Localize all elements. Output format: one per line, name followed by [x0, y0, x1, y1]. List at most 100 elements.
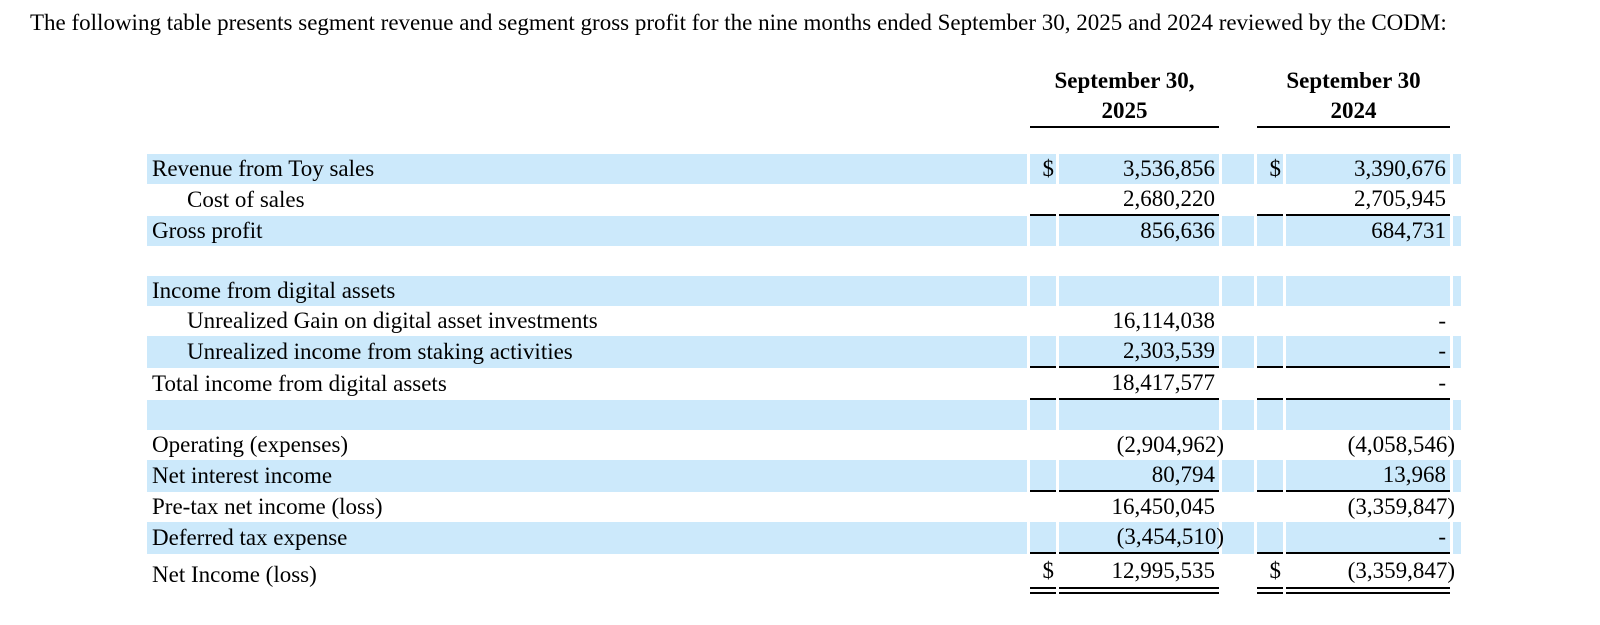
- table-row: Unrealized income from staking activitie…: [147, 336, 1461, 368]
- row-label: Income from digital assets: [147, 276, 1027, 306]
- currency-cell-2024: [1257, 336, 1283, 368]
- column-header-2025-line2: 2025: [1030, 96, 1219, 128]
- row-tail-cell: [1453, 184, 1461, 216]
- column-header-2024-line1: September 30: [1286, 68, 1421, 93]
- table-row: Operating (expenses) (2,904,962) (4,058,…: [147, 430, 1461, 460]
- table-row: [147, 400, 1461, 430]
- table-row: Gross profit 856,636 684,731: [147, 216, 1461, 246]
- intro-text: The following table presents segment rev…: [30, 10, 1447, 35]
- currency-cell-2024: [1257, 368, 1283, 400]
- header-spacer-row: [147, 128, 1461, 154]
- header-tail: [1453, 96, 1461, 128]
- row-tail-cell: [1453, 400, 1461, 430]
- value-cell-2024: 13,968: [1286, 460, 1450, 492]
- header-row-line1: September 30, September 30: [147, 66, 1461, 96]
- row-label: Net Income (loss): [152, 561, 317, 587]
- row-label: [147, 400, 1027, 430]
- column-gap-cell: [1222, 276, 1254, 306]
- currency-cell-2025: [1030, 492, 1056, 522]
- column-gap-cell: [1222, 430, 1254, 460]
- value-cell-2025: 3,536,856: [1059, 154, 1219, 184]
- row-label: Cost of sales: [187, 187, 305, 212]
- currency-cell-2025: [1030, 276, 1056, 306]
- value-cell-2025: 2,680,220: [1059, 184, 1219, 216]
- currency-cell-2024: $: [1257, 154, 1283, 184]
- row-label: Deferred tax expense: [147, 522, 1027, 554]
- table-row: Total income from digital assets 18,417,…: [147, 368, 1461, 400]
- column-gap-cell: [1222, 368, 1254, 400]
- column-gap-cell: [1222, 460, 1254, 492]
- row-label: Pre-tax net income (loss): [152, 494, 383, 519]
- row-label: Operating (expenses): [152, 432, 349, 457]
- column-gap-cell: [1222, 492, 1254, 522]
- row-label: [147, 246, 1027, 276]
- currency-cell-2025: [1030, 216, 1056, 246]
- value-cell-2025: 16,114,038: [1112, 308, 1215, 333]
- value-cell-2025: 2,303,539: [1059, 336, 1219, 368]
- column-gap-cell: [1222, 306, 1254, 336]
- table-row: Cost of sales 2,680,220 2,705,945: [147, 184, 1461, 216]
- row-tail-cell: [1453, 216, 1461, 246]
- table-header: September 30, September 30 2025 2024: [147, 66, 1461, 154]
- value-cell-2025: [1059, 400, 1219, 430]
- value-cell-2024: [1286, 276, 1450, 306]
- currency-cell-2024: [1257, 306, 1283, 336]
- value-cell-2025: (3,454,510): [1059, 522, 1224, 554]
- table-row: Net Income (loss) $ 12,995,535 $ (3,359,…: [147, 554, 1461, 594]
- currency-cell-2025: [1030, 522, 1056, 554]
- value-cell-2024: -: [1438, 308, 1446, 333]
- table-row: Deferred tax expense (3,454,510) -: [147, 522, 1461, 554]
- currency-cell-2024: [1257, 276, 1283, 306]
- row-tail-cell: [1453, 306, 1461, 336]
- value-cell-2024: -: [1286, 368, 1450, 400]
- value-cell-2024: (4,058,546): [1347, 432, 1455, 457]
- table-row: Pre-tax net income (loss) 16,450,045 (3,…: [147, 492, 1461, 522]
- currency-cell-2024: [1257, 430, 1283, 460]
- value-cell-2024: -: [1286, 336, 1450, 368]
- currency-cell-2025: [1030, 368, 1056, 400]
- value-cell-2024: (3,359,847): [1286, 554, 1455, 594]
- row-tail-cell: [1453, 522, 1461, 554]
- table-row: Revenue from Toy sales $ 3,536,856 $ 3,3…: [147, 154, 1461, 184]
- table-row: Unrealized Gain on digital asset investm…: [147, 306, 1461, 336]
- value-cell-2024: -: [1286, 522, 1450, 554]
- value-cell-2024: 2,705,945: [1286, 184, 1450, 216]
- header-gap: [1222, 96, 1254, 128]
- column-gap-cell: [1222, 522, 1254, 554]
- row-tail-cell: [1453, 154, 1461, 184]
- row-tail-cell: [1453, 246, 1461, 276]
- currency-cell-2024: [1257, 460, 1283, 492]
- value-cell-2025: 16,450,045: [1111, 494, 1216, 519]
- header-gap: [1222, 66, 1254, 96]
- value-cell-2025: [1059, 276, 1219, 306]
- column-gap-cell: [1222, 554, 1254, 594]
- value-cell-2025: 18,417,577: [1059, 368, 1219, 400]
- currency-cell-2025: [1030, 460, 1056, 492]
- currency-cell-2024: [1257, 184, 1283, 216]
- currency-cell-2024: [1257, 216, 1283, 246]
- header-spacer: [147, 96, 1027, 128]
- currency-cell-2025: [1030, 400, 1056, 430]
- header-tail: [1453, 66, 1461, 96]
- column-gap-cell: [1222, 184, 1254, 216]
- row-tail-cell: [1453, 368, 1461, 400]
- table-body: Revenue from Toy sales $ 3,536,856 $ 3,3…: [147, 154, 1461, 594]
- table-row: [147, 246, 1461, 276]
- currency-cell-2024: [1257, 492, 1283, 522]
- currency-cell-2025: $: [1030, 554, 1056, 594]
- currency-cell-2025: [1030, 246, 1056, 276]
- row-label: Revenue from Toy sales: [147, 154, 1027, 184]
- value-cell-2024: [1286, 246, 1450, 276]
- row-tail-cell: [1453, 460, 1461, 492]
- column-gap-cell: [1222, 336, 1254, 368]
- column-gap-cell: [1222, 216, 1254, 246]
- value-cell-2025: 80,794: [1059, 460, 1219, 492]
- value-cell-2024: 3,390,676: [1286, 154, 1450, 184]
- currency-cell-2025: [1030, 184, 1056, 216]
- row-label: Net interest income: [147, 460, 1027, 492]
- currency-cell-2025: [1030, 336, 1056, 368]
- value-cell-2025: [1059, 246, 1219, 276]
- row-tail-cell: [1453, 336, 1461, 368]
- column-header-2025-line1: September 30,: [1054, 68, 1195, 93]
- column-header-2024-line2: 2024: [1257, 96, 1450, 128]
